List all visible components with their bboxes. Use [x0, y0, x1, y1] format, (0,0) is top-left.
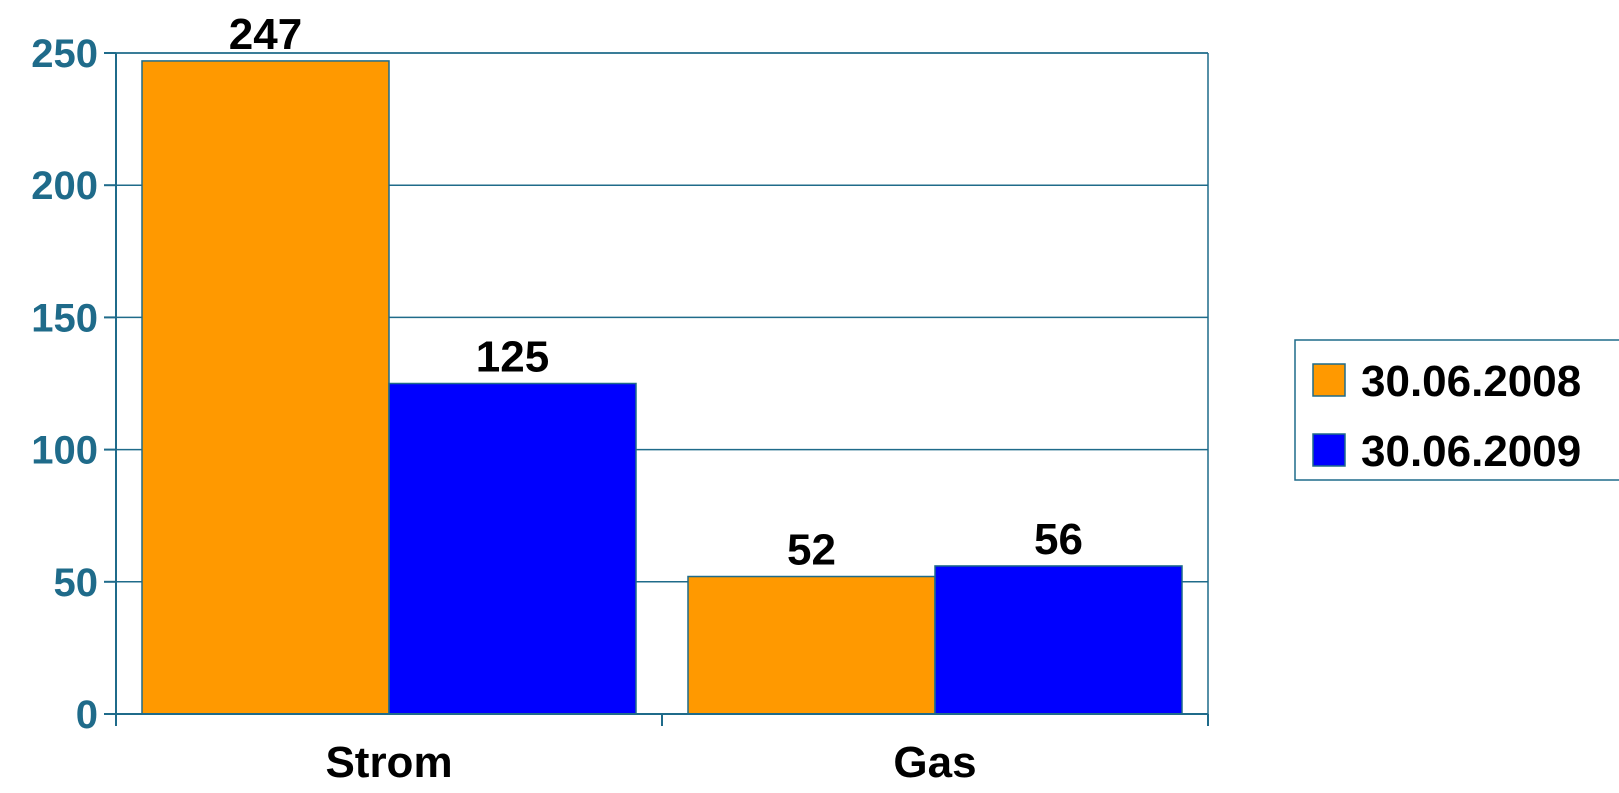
legend-label: 30.06.2008: [1361, 357, 1581, 406]
legend-swatch: [1312, 433, 1346, 467]
data-label: 56: [1034, 515, 1083, 564]
legend-box: [1294, 339, 1619, 481]
x-category-label: Strom: [325, 738, 452, 787]
legend-swatch: [1312, 363, 1346, 397]
y-tick-label: 200: [31, 164, 98, 208]
y-tick-label: 150: [31, 296, 98, 340]
data-label: 125: [476, 333, 549, 382]
data-label: 247: [229, 10, 302, 59]
data-label: 52: [787, 526, 836, 575]
bar: [687, 575, 936, 715]
bar: [141, 60, 390, 715]
bar: [388, 382, 637, 715]
y-tick-label: 50: [54, 561, 99, 605]
y-tick-label: 250: [31, 32, 98, 76]
y-tick-label: 0: [76, 693, 98, 737]
bar: [934, 565, 1183, 715]
y-tick-label: 100: [31, 429, 98, 473]
x-category-label: Gas: [893, 738, 976, 787]
legend-label: 30.06.2009: [1361, 427, 1581, 476]
